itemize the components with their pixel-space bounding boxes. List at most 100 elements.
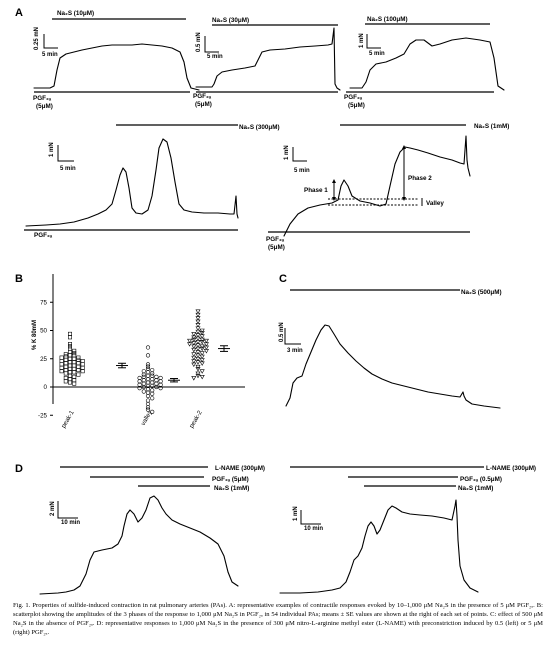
trace-a4: Na₂S (300μM) 1 mN 5 min PGF₂ₐ	[24, 124, 280, 239]
scale-x-label: 10 min	[304, 526, 323, 532]
scale-x-label: 10 min	[61, 520, 80, 526]
peak-1-point	[63, 352, 68, 357]
valley-point	[150, 367, 155, 373]
valley-point	[158, 382, 163, 387]
valley-point	[154, 378, 159, 383]
peak-1-point	[72, 356, 77, 361]
valley-point	[150, 409, 155, 414]
peak-1-point	[68, 356, 73, 361]
scale-bar	[292, 147, 307, 162]
scale-y-label: 1 mN	[359, 33, 365, 48]
peak-2-point	[199, 354, 205, 360]
peak-1-point	[76, 355, 81, 360]
valley-point	[145, 345, 151, 350]
trace-a3: Na₂S (100μM) 1 mN 5 min PGF₂ₐ (5μM)	[344, 16, 505, 109]
x-tick-label: peak-2	[188, 409, 204, 429]
valley-point	[154, 381, 159, 386]
peak-1-point	[63, 371, 68, 376]
peak-1-point	[63, 361, 68, 366]
valley-point	[145, 366, 151, 372]
peak-1-point	[68, 349, 73, 354]
peak-2-point	[195, 340, 201, 345]
valley-point	[145, 373, 151, 378]
peak-1-point	[68, 344, 73, 349]
scale-x-label: 3 min	[287, 348, 303, 354]
peak-2-point	[203, 342, 209, 347]
y-tick-label: 75	[40, 299, 47, 306]
valley-point	[141, 369, 146, 374]
valley-point	[145, 407, 151, 412]
valley-point	[145, 376, 151, 382]
peak-2-point	[195, 364, 201, 370]
peak-2-point	[195, 329, 201, 335]
valley-point	[145, 380, 151, 385]
phase1-label: Phase 1	[304, 187, 328, 194]
scale-x-label: 5 min	[207, 54, 223, 60]
peak-2-point	[191, 344, 197, 349]
valley-point	[150, 373, 155, 378]
peak-1-point	[59, 359, 64, 364]
peak-1-point	[59, 365, 64, 370]
valley-point	[141, 372, 146, 377]
peak-2-point	[191, 362, 197, 368]
scale-y-label: 0.5 mN	[279, 322, 285, 342]
peak-1-point	[63, 368, 68, 373]
panel-label-c: C	[279, 273, 287, 285]
valley-point	[154, 374, 159, 379]
peak-2-point	[191, 352, 197, 357]
scale-y-label: 2 mN	[50, 501, 56, 516]
peak-1-point	[63, 357, 68, 362]
drug-label: Na₂S (1mM)	[474, 123, 509, 130]
peak-2-point	[195, 367, 201, 372]
panel-label-b: B	[15, 273, 23, 285]
valley-point	[145, 401, 151, 407]
drug-label: Na₂S (1mM)	[214, 485, 249, 492]
peak-1-point	[59, 355, 64, 360]
peak-2-point	[187, 338, 193, 344]
y-tick-label: 25	[40, 356, 47, 363]
peak-2-mean-se	[218, 345, 230, 352]
peak-2-point	[199, 369, 205, 374]
peak-1-point	[63, 364, 68, 369]
valley-mean-se	[168, 378, 180, 383]
valley-point	[141, 384, 146, 390]
peak-1-point	[76, 368, 81, 373]
peak-1-point	[68, 353, 73, 358]
peak-1-point	[72, 348, 77, 353]
peak-1-point	[68, 331, 73, 336]
y-axis-label: % K 80mM	[32, 320, 38, 350]
peak-2-point	[195, 356, 201, 362]
scale-y-label: 0.25 mN	[34, 27, 40, 50]
panel-label-a: A	[15, 7, 23, 19]
peak-1-point	[63, 375, 68, 380]
peak-1-point	[72, 374, 77, 379]
peak-2-point	[195, 336, 201, 342]
peak-2-point	[199, 361, 205, 366]
peak-1-point	[80, 369, 85, 374]
peak-1-point	[68, 363, 73, 368]
drug-label: Na₂S (10μM)	[57, 10, 94, 17]
scale-bar	[284, 328, 301, 345]
peak-2-point	[191, 335, 197, 340]
scale-y-label: 0.5 mN	[196, 32, 202, 52]
peak-1-point	[72, 363, 77, 368]
scale-bar	[57, 145, 74, 162]
scatter-plot: -25 0 25 50 75 % K 80mM peak-1 valley peak-2	[32, 274, 245, 429]
lname-label: L-NAME (300μM)	[486, 465, 536, 472]
peak-2-point	[195, 316, 201, 321]
agonist-conc: (5μM)	[36, 103, 53, 110]
x-tick-labels: peak-1 valley peak-2	[60, 409, 204, 430]
trace-d-right: L-NAME (300μM) PGF₂ₐ (0.5μM) Na₂S (1mM) …	[279, 465, 536, 594]
peak-2-point	[199, 328, 205, 334]
figure-caption: Fig. 1. Properties of sulfide-induced co…	[13, 602, 543, 637]
peak-1-point	[68, 342, 73, 347]
valley-point	[145, 387, 151, 392]
peak-2-point	[195, 353, 201, 358]
peak-2-point	[199, 344, 205, 349]
valley-point	[145, 393, 151, 399]
contraction-trace	[39, 495, 239, 595]
agonist-label: PGF₂ₐ	[193, 93, 212, 100]
valley-point	[141, 389, 146, 394]
peak-2-point	[195, 343, 201, 348]
peak-2-point	[203, 349, 209, 354]
